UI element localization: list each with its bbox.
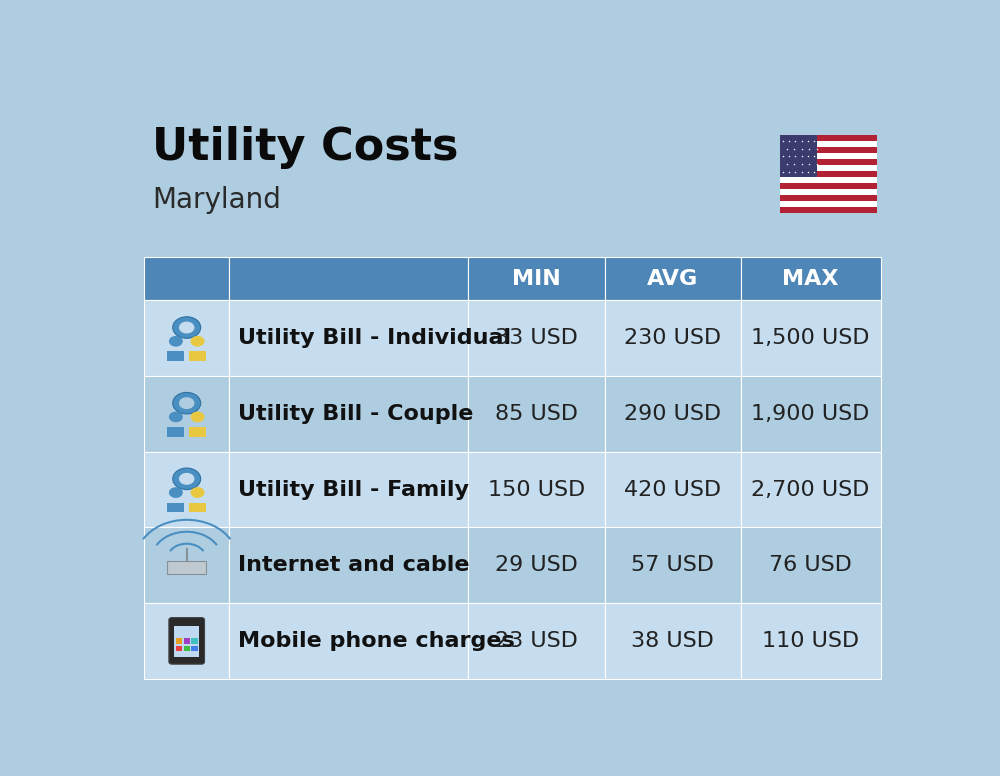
Text: 23 USD: 23 USD: [495, 631, 578, 651]
Text: Internet and cable: Internet and cable: [238, 555, 470, 575]
Text: Mobile phone charges: Mobile phone charges: [238, 631, 515, 651]
Circle shape: [169, 487, 183, 498]
Text: MIN: MIN: [512, 269, 561, 289]
Bar: [741, 528, 881, 603]
Text: 76 USD: 76 USD: [769, 555, 852, 575]
Bar: [184, 639, 190, 644]
Bar: [229, 452, 468, 528]
Bar: [144, 452, 229, 528]
Bar: [780, 153, 877, 159]
Circle shape: [191, 487, 205, 498]
Bar: [189, 503, 206, 512]
Bar: [780, 206, 877, 213]
Bar: [144, 258, 229, 300]
FancyBboxPatch shape: [169, 618, 205, 664]
Circle shape: [179, 321, 194, 334]
Bar: [468, 528, 605, 603]
Text: Utility Bill - Family: Utility Bill - Family: [238, 480, 469, 500]
Text: MAX: MAX: [782, 269, 839, 289]
Bar: [780, 141, 877, 147]
Text: AVG: AVG: [647, 269, 698, 289]
Text: 57 USD: 57 USD: [631, 555, 714, 575]
Bar: [780, 189, 877, 195]
Circle shape: [191, 336, 205, 347]
Bar: [605, 603, 741, 679]
Bar: [780, 201, 877, 206]
Bar: [741, 258, 881, 300]
Circle shape: [169, 336, 183, 347]
Bar: [605, 452, 741, 528]
Bar: [167, 427, 184, 437]
Bar: [605, 300, 741, 376]
Bar: [780, 171, 877, 177]
Circle shape: [173, 468, 201, 490]
Bar: [229, 603, 468, 679]
Bar: [167, 503, 184, 512]
Bar: [174, 626, 199, 657]
Bar: [468, 300, 605, 376]
Text: 29 USD: 29 USD: [495, 555, 578, 575]
Text: 1,500 USD: 1,500 USD: [751, 328, 870, 348]
Bar: [780, 147, 877, 153]
Bar: [191, 639, 198, 644]
Bar: [229, 300, 468, 376]
Text: 85 USD: 85 USD: [495, 404, 578, 424]
Bar: [605, 376, 741, 452]
Text: 230 USD: 230 USD: [624, 328, 721, 348]
Bar: [468, 452, 605, 528]
Bar: [144, 603, 229, 679]
Text: 2,700 USD: 2,700 USD: [751, 480, 870, 500]
Circle shape: [173, 317, 201, 338]
Text: 33 USD: 33 USD: [495, 328, 578, 348]
Circle shape: [173, 393, 201, 414]
Bar: [167, 561, 206, 574]
Text: Maryland: Maryland: [152, 185, 281, 213]
Bar: [780, 183, 877, 189]
Text: 290 USD: 290 USD: [624, 404, 721, 424]
Bar: [605, 528, 741, 603]
Text: 420 USD: 420 USD: [624, 480, 721, 500]
Bar: [780, 177, 877, 182]
Text: 150 USD: 150 USD: [488, 480, 585, 500]
Text: 38 USD: 38 USD: [631, 631, 714, 651]
Bar: [468, 376, 605, 452]
Bar: [167, 352, 184, 361]
Circle shape: [191, 411, 205, 422]
Text: Utility Costs: Utility Costs: [152, 126, 459, 169]
Bar: [468, 258, 605, 300]
Bar: [144, 376, 229, 452]
Bar: [741, 603, 881, 679]
Bar: [468, 603, 605, 679]
Bar: [780, 195, 877, 201]
Bar: [229, 376, 468, 452]
Bar: [176, 639, 182, 644]
Bar: [741, 300, 881, 376]
Bar: [144, 300, 229, 376]
Bar: [229, 528, 468, 603]
Circle shape: [179, 473, 194, 485]
Text: Utility Bill - Individual: Utility Bill - Individual: [238, 328, 511, 348]
Bar: [176, 646, 182, 651]
Text: 110 USD: 110 USD: [762, 631, 859, 651]
Bar: [189, 352, 206, 361]
Bar: [780, 165, 877, 171]
Bar: [780, 135, 817, 177]
Bar: [780, 135, 877, 141]
Bar: [741, 376, 881, 452]
Text: 1,900 USD: 1,900 USD: [751, 404, 870, 424]
Bar: [605, 258, 741, 300]
Circle shape: [169, 411, 183, 422]
Text: Utility Bill - Couple: Utility Bill - Couple: [238, 404, 474, 424]
Bar: [780, 159, 877, 165]
Bar: [741, 452, 881, 528]
Bar: [189, 427, 206, 437]
Bar: [229, 258, 468, 300]
Circle shape: [179, 397, 194, 409]
Bar: [191, 646, 198, 651]
Bar: [144, 528, 229, 603]
Bar: [184, 646, 190, 651]
